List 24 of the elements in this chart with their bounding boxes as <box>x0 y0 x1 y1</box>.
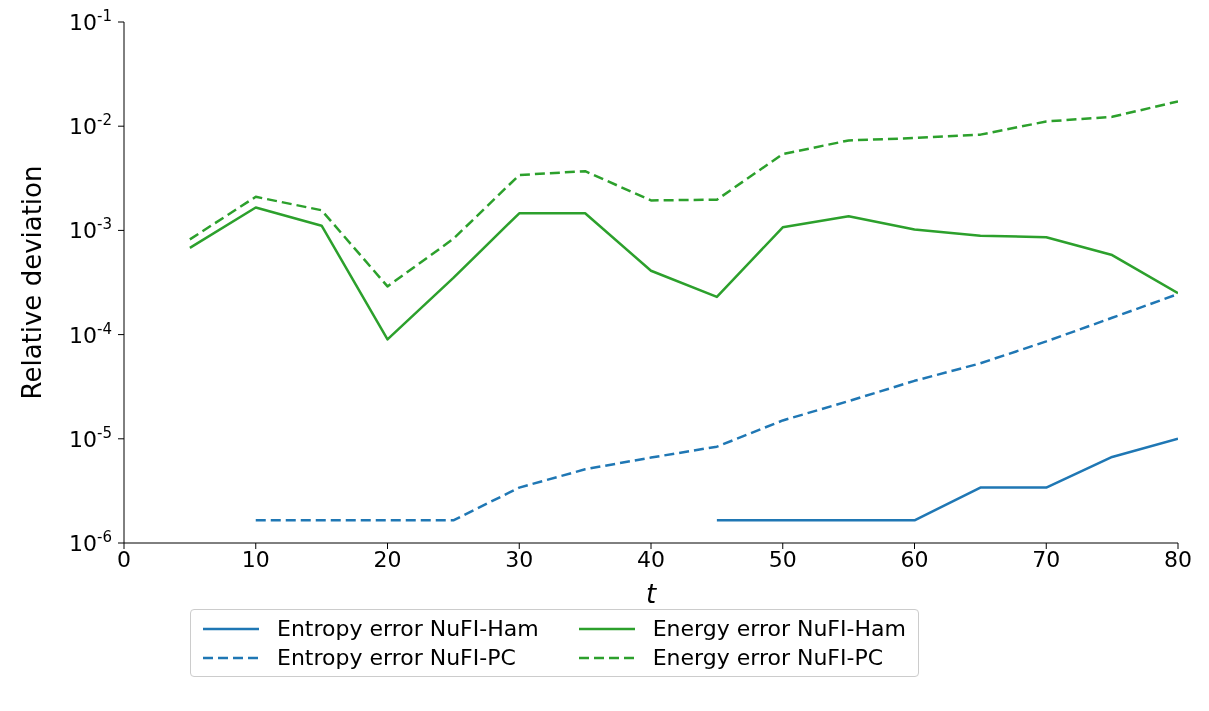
line-series <box>188 100 1178 288</box>
y-tick-label: 10$^{-4}$ <box>69 319 112 348</box>
y-axis-title: Relative deviation <box>17 165 48 400</box>
x-tick-label: 20 <box>373 546 402 572</box>
y-tick-label: 10$^{-2}$ <box>69 111 112 140</box>
x-tick-label: 10 <box>241 546 270 572</box>
x-tick-label: 50 <box>768 546 797 572</box>
legend-label: Energy error NuFI-Ham <box>652 616 906 641</box>
y-tick-label: 10$^{-3}$ <box>69 215 112 244</box>
x-tick-label: 0 <box>117 546 131 572</box>
y-tick-label: 10$^{-6}$ <box>69 528 112 556</box>
line-series <box>715 437 1178 522</box>
legend-label: Energy error NuFI-PC <box>652 645 884 670</box>
legend-label: Entropy error NuFI-PC <box>277 645 516 670</box>
y-tick-label: 10$^{-1}$ <box>69 7 112 35</box>
x-tick-label: 80 <box>1164 546 1192 572</box>
y-tick-label: 10$^{-5}$ <box>69 423 112 452</box>
x-tick-label: 70 <box>1032 546 1061 572</box>
x-tick-label: 30 <box>505 546 534 572</box>
x-tick-label: 40 <box>637 546 665 572</box>
x-tick-label: 60 <box>900 546 929 572</box>
x-axis-title: t <box>645 579 657 609</box>
legend-label: Entropy error NuFI-Ham <box>277 616 539 641</box>
line-series <box>188 206 1178 341</box>
